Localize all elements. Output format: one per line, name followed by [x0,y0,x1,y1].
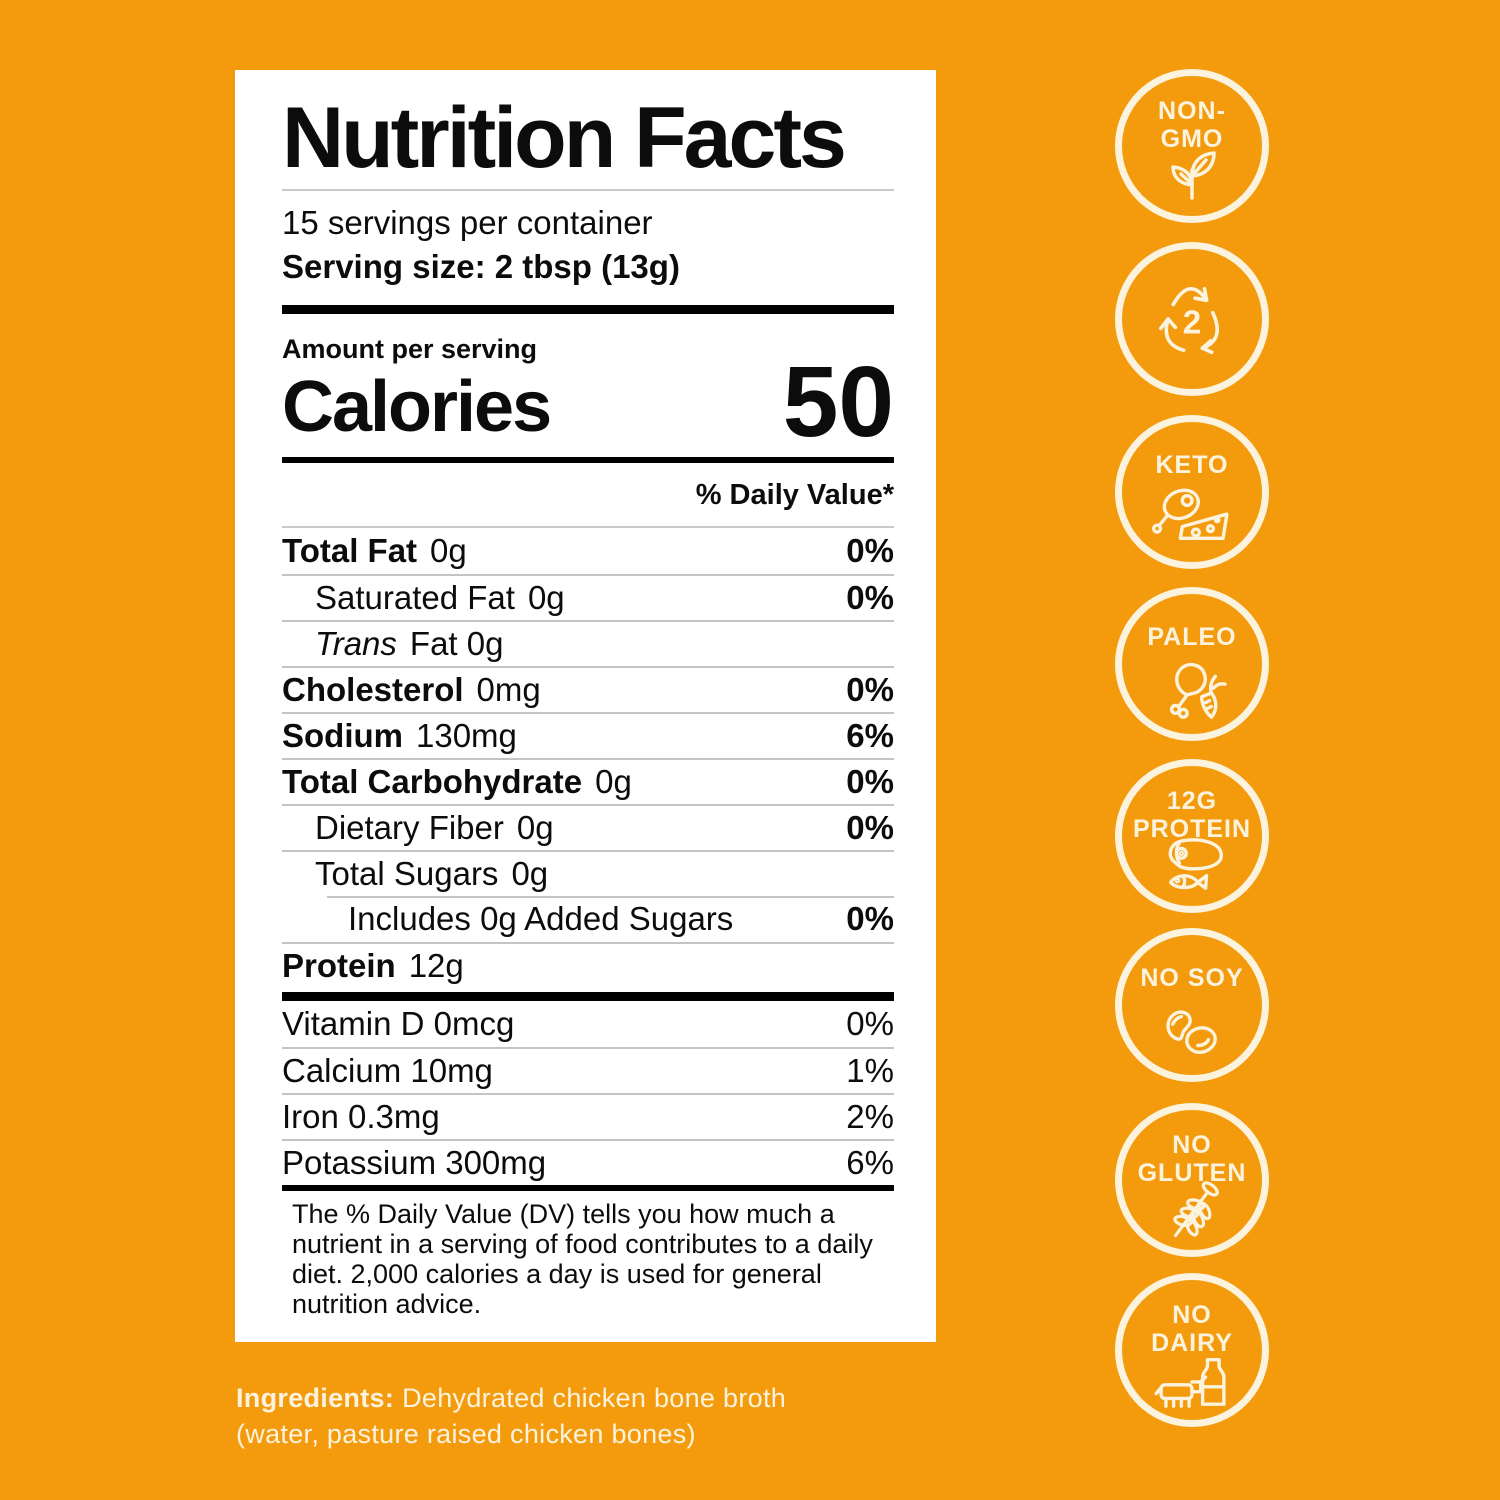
badge-paleo-label: PALEO [1147,623,1237,651]
badge-no-dairy: NO DAIRY [1115,1273,1269,1427]
nutrient-row: Sodium 130mg 6% [282,712,894,758]
nutrient-amount: 0g [527,579,565,617]
daily-value-header: % Daily Value* [282,463,894,529]
nutrient-row: Dietary Fiber 0g 0% [282,804,894,850]
nutrient-row: Total Fat 0g 0% [282,528,894,574]
nutrient-name: Total Sugars 0g [315,855,549,893]
nutrient-amount: 0g [516,809,554,847]
nutrient-row: Protein 12g [282,942,894,988]
nutrient-amount: Fat 0g [409,625,504,663]
nutrient-rows: Total Fat 0g 0% Saturated Fat 0g 0% Trans Fat 0… [282,528,894,988]
nutrient-name: Cholesterol 0mg [282,671,541,709]
micronutrient-daily-value: 1% [846,1052,894,1090]
micronutrient-row: Vitamin D 0mcg 0% [282,1001,894,1047]
nutrient-amount: 12g [408,947,464,985]
micronutrient-name: Iron 0.3mg [282,1098,440,1136]
nutrient-row: Total Sugars 0g [282,850,894,896]
label-title: Nutrition Facts [282,90,847,186]
meat-fish-icon [1168,838,1223,890]
ingredients-text: Ingredients: Dehydrated chicken bone brot… [236,1380,816,1452]
badge-paleo: PALEO [1115,587,1269,741]
divider-bar [282,992,894,1002]
divider-bar [282,1185,894,1192]
nutrient-row: Includes 0g Added Sugars 0% [282,896,894,942]
calories-label: Calories [282,367,552,448]
drumstick-carrot-icon [1169,662,1227,719]
badge-12g-protein-label: 12G PROTEIN [1132,787,1252,843]
micronutrient-daily-value: 2% [846,1098,894,1136]
micronutrient-name: Potassium 300mg [282,1144,547,1182]
badge-no-soy-label: NO SOY [1140,964,1244,992]
nutrient-daily-value: 6% [846,717,894,755]
badge-non-gmo: NON- GMO [1115,69,1269,223]
divider-bar [282,457,894,464]
servings-per-container: 15 servings per container [282,204,653,242]
nutrient-amount: 0g [511,855,549,893]
nutrient-name: Dietary Fiber 0g [315,809,554,847]
micronutrient-row: Iron 0.3mg 2% [282,1093,894,1139]
badge-keto: KETO [1115,415,1269,569]
micronutrient-row: Potassium 300mg 6% [282,1139,894,1185]
cow-milk-icon [1154,1358,1226,1408]
nutrient-name: Total Fat 0g [282,532,467,570]
nutrition-facts-label: Nutrition Facts 15 servings per containe… [235,70,936,1342]
nutrient-daily-value: 0% [846,579,894,617]
nutrient-daily-value: 0% [846,809,894,847]
amount-per-serving-label: Amount per serving [282,334,538,365]
nutrient-row: Total Carbohydrate 0g 0% [282,758,894,804]
badge-no-soy: NO SOY [1115,928,1269,1082]
badge-no-dairy-label: NO DAIRY [1151,1301,1233,1357]
ingredients-line2: (water, pasture raised chicken bones) [236,1419,696,1449]
divider [282,189,894,192]
badge-keto-label: KETO [1155,451,1229,479]
badge-non-gmo-label: NON- GMO [1158,97,1226,153]
micronutrient-rows: Vitamin D 0mcg 0% Calcium 10mg 1% Iron 0.3mg… [282,1001,894,1185]
ham-cheese-icon [1152,488,1229,540]
nutrient-row: Saturated Fat 0g 0% [282,574,894,620]
daily-value-footnote: The % Daily Value (DV) tells you how muc… [292,1199,873,1320]
serving-size: Serving size: 2 tbsp (13g) [282,248,680,286]
nutrient-name: Total Carbohydrate 0g [282,763,632,801]
nutrient-daily-value: 0% [846,671,894,709]
micronutrient-name: Calcium 10mg [282,1052,493,1090]
micronutrient-row: Calcium 10mg 1% [282,1047,894,1093]
nutrient-daily-value: 0% [846,900,894,938]
recycle-icon: 2 [1158,287,1220,355]
nutrient-amount: 0g [595,763,632,801]
micronutrient-name: Vitamin D 0mcg [282,1005,515,1043]
nutrient-name: Protein 12g [282,947,464,985]
nutrient-name: Saturated Fat 0g [315,579,565,617]
nutrient-daily-value: 0% [846,763,894,801]
ingredients-line1: Dehydrated chicken bone broth [402,1383,787,1413]
calories-row: Calories 50 [282,346,894,459]
badge-12g-protein: 12G PROTEIN [1115,759,1269,913]
divider-bar [282,305,894,315]
nutrient-name: Includes 0g Added Sugars [348,900,734,938]
nutrient-row: Trans Fat 0g [282,620,894,666]
badge-no-gluten-label: NO GLUTEN [1137,1131,1247,1187]
nutrient-name: Trans Fat 0g [315,625,504,663]
badge-recyclable-2: 2 [1115,242,1269,396]
nutrient-daily-value: 0% [846,532,894,570]
calories-value: 50 [782,346,894,459]
nutrient-name: Sodium 130mg [282,717,517,755]
badge-no-gluten: NO GLUTEN [1115,1103,1269,1257]
micronutrient-daily-value: 0% [846,1005,894,1043]
nutrient-amount: 0mg [476,671,541,709]
nutrient-amount: 130mg [416,717,517,755]
sprout-icon [1171,151,1216,200]
nutrient-amount: 0g [430,532,467,570]
nutrient-row: Cholesterol 0mg 0% [282,666,894,712]
beans-icon [1166,1010,1217,1054]
ingredients-label: Ingredients: [236,1383,395,1413]
micronutrient-daily-value: 6% [846,1144,894,1182]
resin-code-number: 2 [1183,305,1202,342]
wheat-icon [1173,1181,1219,1238]
